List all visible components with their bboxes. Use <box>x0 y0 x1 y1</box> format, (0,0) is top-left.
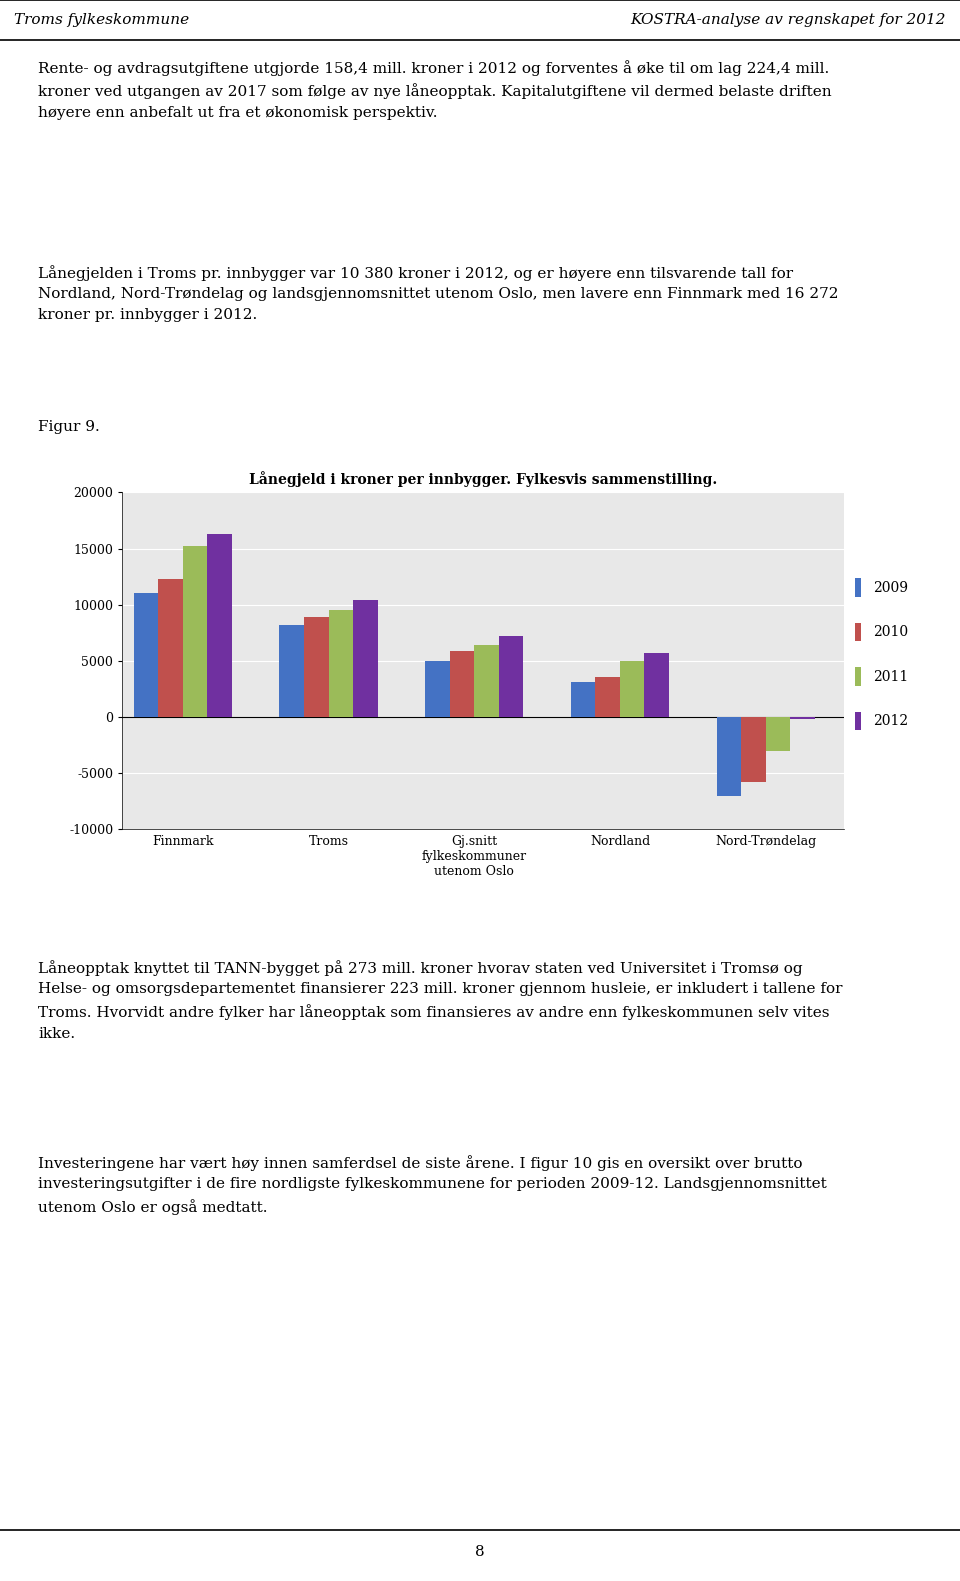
Bar <box>620 661 644 718</box>
Title: Lånegjeld i kroner per innbygger. Fylkesvis sammenstilling.: Lånegjeld i kroner per innbygger. Fylkes… <box>249 471 717 487</box>
Bar <box>766 718 790 751</box>
Text: 2009: 2009 <box>873 580 907 594</box>
Bar <box>279 624 304 718</box>
Text: Figur 9.: Figur 9. <box>38 421 100 435</box>
Bar <box>741 718 766 783</box>
Bar <box>207 534 231 718</box>
Text: Låneopptak knyttet til TANN-bygget på 273 mill. kroner hvorav staten ved Univers: Låneopptak knyttet til TANN-bygget på 27… <box>38 960 843 1040</box>
Bar <box>474 645 499 718</box>
Bar <box>855 579 861 598</box>
Bar <box>855 667 861 686</box>
Bar <box>790 718 815 719</box>
Text: Lånegjelden i Troms pr. innbygger var 10 380 kroner i 2012, og er høyere enn til: Lånegjelden i Troms pr. innbygger var 10… <box>38 266 839 323</box>
Text: 2010: 2010 <box>873 624 908 639</box>
Bar <box>353 601 377 718</box>
Bar <box>449 651 474 718</box>
Bar <box>133 593 158 718</box>
Bar <box>304 617 328 718</box>
Bar <box>158 579 182 718</box>
Text: 8: 8 <box>475 1545 485 1559</box>
Bar <box>855 623 861 642</box>
Bar <box>595 677 620 718</box>
Bar <box>328 610 353 718</box>
Bar <box>182 547 207 718</box>
Text: Investeringene har vært høy innen samferdsel de siste årene. I figur 10 gis en o: Investeringene har vært høy innen samfer… <box>38 1156 828 1216</box>
Bar <box>571 683 595 718</box>
Bar <box>717 718 741 795</box>
Text: Rente- og avdragsutgiftene utgjorde 158,4 mill. kroner i 2012 og forventes å øke: Rente- og avdragsutgiftene utgjorde 158,… <box>38 60 832 120</box>
Bar <box>644 653 669 718</box>
Bar <box>499 636 523 718</box>
Bar <box>855 711 861 730</box>
Text: 2012: 2012 <box>873 715 908 727</box>
Bar <box>425 661 449 718</box>
Text: KOSTRA-analyse av regnskapet for 2012: KOSTRA-analyse av regnskapet for 2012 <box>630 13 946 27</box>
Text: 2011: 2011 <box>873 669 908 683</box>
Text: Troms fylkeskommune: Troms fylkeskommune <box>14 13 189 27</box>
